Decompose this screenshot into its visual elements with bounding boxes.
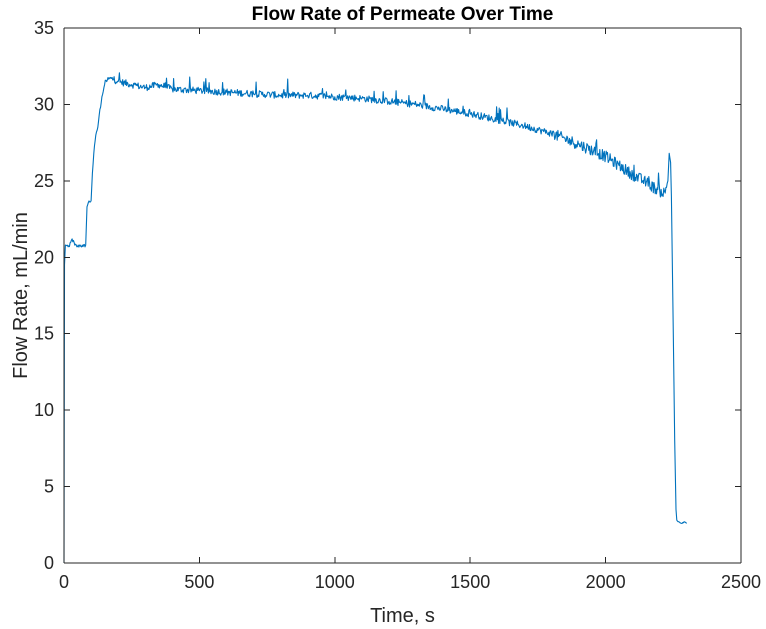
y-tick-label: 25 — [34, 171, 54, 191]
axes-layer — [63, 27, 742, 564]
x-tick-label: 0 — [59, 572, 69, 592]
y-tick-label: 20 — [34, 247, 54, 267]
series-line — [63, 72, 688, 564]
x-tick-label: 500 — [184, 572, 214, 592]
y-tick-label: 5 — [44, 477, 54, 497]
ticks-layer: 0 500 1000 1500 2000 2500 0 5 10 15 20 25 30 35 — [34, 18, 761, 592]
y-tick-label: 30 — [34, 94, 54, 114]
plot-area — [64, 28, 741, 563]
chart-title: Flow Rate of Permeate Over Time — [252, 4, 554, 25]
x-tick-label: 2000 — [586, 572, 626, 592]
x-axis-label: Time, s — [370, 605, 435, 627]
x-tick-label: 2500 — [721, 572, 761, 592]
y-tick-label: 10 — [34, 400, 54, 420]
x-tick-label: 1000 — [315, 572, 355, 592]
series-layer — [63, 72, 688, 564]
y-tick-label: 15 — [34, 324, 54, 344]
x-tick-label: 1500 — [450, 572, 490, 592]
y-tick-label: 0 — [44, 553, 54, 573]
y-tick-label: 35 — [34, 18, 54, 38]
y-axis-label: Flow Rate, mL/min — [10, 212, 32, 379]
